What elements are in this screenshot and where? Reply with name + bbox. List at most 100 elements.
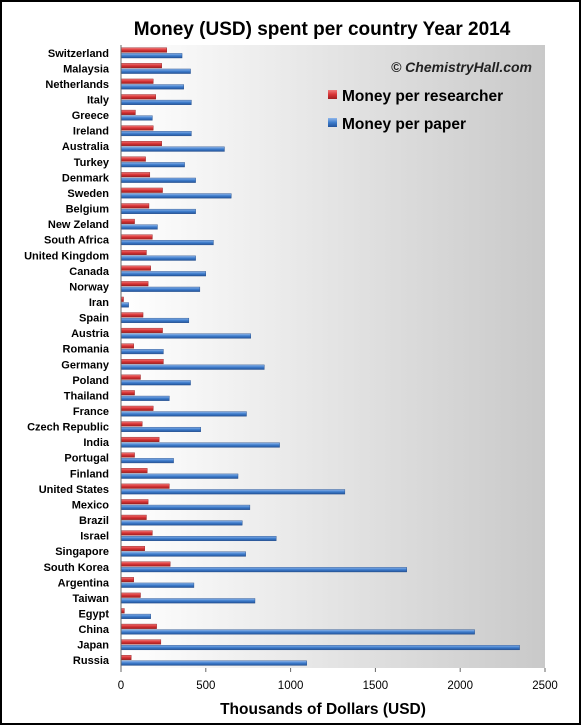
bar-paper-mexico (120, 504, 251, 510)
category-label-taiwan: Taiwan (73, 593, 110, 605)
category-label-denmark: Denmark (62, 172, 110, 184)
x-tick-label: 1000 (278, 680, 304, 692)
bar-paper-south-africa (120, 240, 214, 246)
legend-label-researcher: Money per researcher (342, 88, 503, 105)
bar-researcher-argentina (120, 577, 134, 583)
bar-researcher-sweden (120, 187, 163, 193)
bar-researcher-israel (120, 530, 153, 536)
category-label-finland: Finland (70, 468, 109, 480)
category-label-poland: Poland (72, 375, 109, 387)
bar-researcher-thailand (120, 390, 135, 396)
category-label-malaysia: Malaysia (63, 63, 110, 75)
bar-researcher-south-korea (120, 561, 171, 567)
category-label-norway: Norway (69, 281, 110, 293)
bar-paper-japan (120, 645, 520, 651)
category-label-sweden: Sweden (67, 188, 109, 200)
bar-paper-czech-republic (120, 426, 201, 432)
legend-label-paper: Money per paper (342, 116, 466, 133)
bar-researcher-egypt (120, 608, 125, 614)
bar-researcher-turkey (120, 156, 146, 162)
category-label-singapore: Singapore (55, 546, 109, 558)
category-label-greece: Greece (72, 110, 109, 122)
category-label-argentina: Argentina (58, 577, 110, 589)
x-tick-label: 1500 (363, 680, 389, 692)
category-label-india: India (83, 437, 110, 449)
bar-researcher-france (120, 405, 154, 411)
bar-researcher-romania (120, 343, 134, 349)
bar-paper-spain (120, 317, 190, 323)
bar-paper-finland (120, 473, 239, 479)
category-label-czech-republic: Czech Republic (27, 422, 109, 434)
category-label-iran: Iran (89, 297, 109, 309)
bar-paper-egypt (120, 613, 151, 619)
category-label-romania: Romania (63, 344, 110, 356)
category-label-united-kingdom: United Kingdom (24, 250, 109, 262)
bar-paper-turkey (120, 162, 185, 168)
category-label-spain: Spain (79, 313, 109, 325)
bar-paper-united-states (120, 489, 346, 495)
bar-paper-greece (120, 115, 153, 121)
bar-researcher-norway (120, 281, 149, 287)
bar-paper-india (120, 442, 280, 448)
category-label-china: China (78, 624, 109, 636)
bar-paper-taiwan (120, 598, 256, 604)
x-axis-ticks: 0 500 1000 1500 2000 2500 (118, 668, 558, 692)
category-label-turkey: Turkey (74, 157, 110, 169)
bar-researcher-japan (120, 639, 162, 645)
bar-paper-portugal (120, 458, 174, 464)
legend-swatch-paper (328, 118, 337, 127)
bar-paper-poland (120, 380, 191, 386)
bar-researcher-italy (120, 94, 156, 100)
bar-paper-belgium (120, 208, 196, 214)
bar-paper-russia (120, 660, 307, 666)
bar-paper-brazil (120, 520, 243, 526)
bar-paper-new-zeland (120, 224, 158, 230)
legend: Money per researcher Money per paper (328, 88, 503, 133)
category-label-austria: Austria (71, 328, 110, 340)
x-tick-label: 2000 (447, 680, 473, 692)
bar-paper-south-korea (120, 567, 407, 573)
bar-paper-netherlands (120, 84, 184, 90)
bar-paper-germany (120, 364, 265, 370)
category-label-france: France (73, 406, 109, 418)
bar-researcher-australia (120, 141, 162, 147)
bar-researcher-czech-republic (120, 421, 143, 427)
category-label-mexico: Mexico (72, 499, 110, 511)
bar-researcher-spain (120, 312, 144, 318)
bar-paper-canada (120, 271, 207, 277)
category-label-brazil: Brazil (79, 515, 109, 527)
bar-paper-singapore (120, 551, 246, 557)
bar-paper-iran (120, 302, 129, 308)
category-label-germany: Germany (61, 359, 110, 371)
bar-researcher-austria (120, 327, 163, 333)
bar-researcher-china (120, 623, 157, 629)
category-label-new-zeland: New Zeland (48, 219, 109, 231)
category-label-egypt: Egypt (78, 608, 109, 620)
category-label-south-korea: South Korea (44, 562, 110, 574)
bar-paper-romania (120, 349, 164, 355)
bar-paper-austria (120, 333, 251, 339)
bar-paper-china (120, 629, 475, 635)
bar-paper-norway (120, 286, 201, 292)
bar-researcher-united-kingdom (120, 250, 147, 256)
legend-swatch-researcher (328, 90, 337, 99)
bar-paper-denmark (120, 177, 196, 183)
category-label-russia: Russia (73, 655, 110, 667)
bar-paper-australia (120, 146, 225, 152)
category-label-japan: Japan (77, 640, 109, 652)
category-label-thailand: Thailand (64, 390, 109, 402)
category-label-italy: Italy (87, 95, 110, 107)
bar-paper-israel (120, 536, 277, 542)
bar-researcher-switzerland (120, 47, 167, 53)
bar-paper-malaysia (120, 68, 191, 74)
bar-researcher-poland (120, 374, 141, 380)
bar-researcher-new-zeland (120, 218, 135, 224)
category-label-switzerland: Switzerland (48, 48, 109, 60)
plot-area (121, 45, 545, 668)
category-label-canada: Canada (69, 266, 110, 278)
chart-title: Money (USD) spent per country Year 2014 (134, 19, 511, 40)
category-label-belgium: Belgium (66, 204, 110, 216)
bar-researcher-south-africa (120, 234, 153, 240)
bar-researcher-finland (120, 468, 148, 474)
